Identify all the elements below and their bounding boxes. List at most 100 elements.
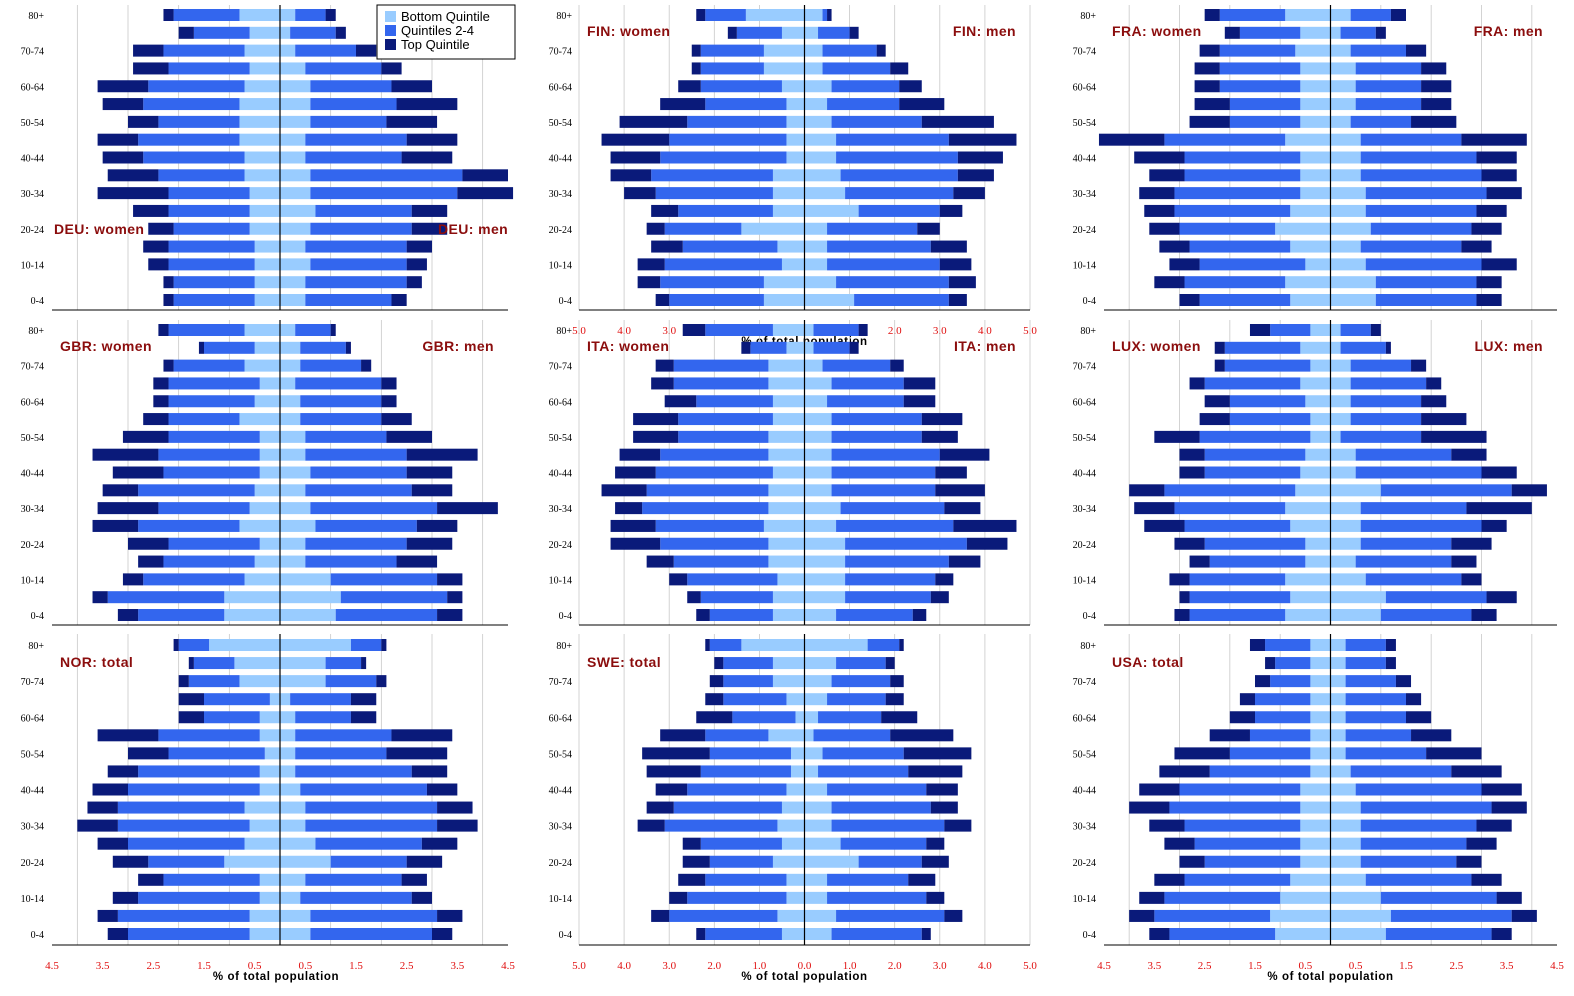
chart-ita-right-bar-top-quintile: [903, 395, 936, 408]
chart-lux-left-bar-quintiles-2-4: [1204, 466, 1301, 479]
chart-nor-left-bar-quintiles-2-4: [204, 693, 270, 706]
chart-swe-right-bar-bottom-quintile: [804, 639, 868, 651]
chart-deu-men-title: DEU: men: [438, 221, 508, 237]
chart-deu-left-bar-quintiles-2-4: [168, 62, 250, 75]
chart-usa-left-bar-quintiles-2-4: [1209, 765, 1311, 778]
chart-nor-right-bar-bottom-quintile: [280, 657, 326, 670]
chart-lux-left-bar-top-quintile: [1144, 519, 1185, 532]
chart-nor-left-bar-top-quintile: [178, 675, 189, 688]
chart-fin-left-bar-bottom-quintile: [745, 9, 805, 21]
chart-deu-right-bar-top-quintile: [411, 204, 448, 217]
chart-lux-left-bar-quintiles-2-4: [1204, 448, 1306, 461]
chart-fin-left-bar-quintiles-2-4: [669, 294, 764, 306]
chart-lux-left-bar-top-quintile: [1179, 448, 1205, 461]
chart-nor-right-bar-top-quintile: [401, 873, 427, 886]
chart-ita-right-bar-top-quintile: [935, 466, 967, 479]
chart-fin-left-bar-bottom-quintile: [763, 44, 805, 57]
chart-lux-left-bar-quintiles-2-4: [1229, 395, 1306, 408]
chart-fin-left-bar-bottom-quintile: [772, 169, 805, 182]
chart-fra-right-bar-top-quintile: [1461, 133, 1527, 146]
chart-fin-left-bar-top-quintile: [651, 240, 683, 253]
chart-ita-left-bar-top-quintile: [669, 573, 688, 586]
chart-ita-left-bar-bottom-quintile: [768, 484, 805, 497]
chart-usa-age-tick-label: 30-34: [1073, 822, 1096, 833]
chart-fin-left-bar-top-quintile: [660, 98, 706, 111]
chart-usa-left-bar-quintiles-2-4: [1249, 729, 1311, 742]
chart-swe-left-bar-bottom-quintile: [777, 819, 805, 832]
chart-lux-right-bar-top-quintile: [1451, 448, 1487, 461]
chart-gbr-left-bar-quintiles-2-4: [138, 519, 240, 532]
chart-gbr-left-bar-bottom-quintile: [244, 573, 280, 586]
chart-usa-right-bar-bottom-quintile: [1330, 837, 1361, 850]
chart-ita-age-tick-label: 30-34: [549, 504, 572, 515]
chart-fin-right-bar-quintiles-2-4: [827, 240, 931, 253]
chart-nor-age-tick-label: 0-4: [31, 930, 44, 941]
chart-lux-left-bar-bottom-quintile: [1285, 609, 1331, 621]
chart-swe-right-bar-top-quintile: [926, 837, 945, 850]
chart-usa-left-bar-bottom-quintile: [1280, 891, 1331, 904]
chart-gbr-left-bar-bottom-quintile: [239, 519, 280, 532]
chart-ita-left-bar-quintiles-2-4: [696, 395, 773, 408]
chart-lux-right-bar-quintiles-2-4: [1360, 502, 1467, 515]
chart-nor-x-tick-label: 2.5: [146, 960, 160, 972]
chart-usa-left-bar-top-quintile: [1174, 747, 1230, 760]
chart-swe-right-bar-bottom-quintile: [804, 747, 823, 760]
chart-lux-right-bar-bottom-quintile: [1330, 609, 1381, 621]
chart-fra-right-bar-quintiles-2-4: [1370, 222, 1472, 235]
chart-ita-left-bar-bottom-quintile: [772, 413, 805, 426]
chart-fin-age-tick-label: 20-24: [549, 225, 572, 236]
chart-fin-right-bar-quintiles-2-4: [854, 294, 949, 306]
chart-deu-right-bar-bottom-quintile: [280, 204, 316, 217]
chart-fra-right-bar-bottom-quintile: [1330, 26, 1341, 39]
chart-gbr-right-bar-top-quintile: [411, 484, 453, 497]
chart-swe-right-bar-bottom-quintile: [804, 855, 859, 868]
chart-fin-right-bar-top-quintile: [957, 151, 1003, 164]
chart-deu-right-bar-quintiles-2-4: [305, 151, 402, 164]
chart-usa-left-bar-top-quintile: [1139, 783, 1180, 796]
chart-lux-right-bar-bottom-quintile: [1330, 359, 1351, 372]
chart-nor-age-tick-label: 70-74: [21, 677, 44, 688]
chart-gbr-left-bar-bottom-quintile: [244, 359, 280, 372]
chart-gbr-left-bar-quintiles-2-4: [168, 395, 255, 408]
chart-lux-age-tick-label: 80+: [1080, 326, 1096, 337]
chart-gbr-left-bar-top-quintile: [112, 466, 164, 479]
chart-lux-right-bar-top-quintile: [1481, 466, 1517, 479]
chart-lux-left-bar-bottom-quintile: [1290, 519, 1331, 532]
chart-swe-left-bar-quintiles-2-4: [705, 928, 782, 940]
chart-fra-left-bar-bottom-quintile: [1295, 44, 1331, 57]
chart-fin-left-bar-top-quintile: [624, 187, 656, 200]
chart-swe-left-bar-top-quintile: [705, 693, 724, 706]
chart-deu-right-bar-top-quintile: [391, 80, 432, 93]
chart-fin-left-bar-bottom-quintile: [741, 222, 805, 235]
chart-deu-right-bar-bottom-quintile: [280, 80, 311, 93]
chart-fra-right-bar-bottom-quintile: [1330, 133, 1361, 146]
chart-nor-x-tick-label: 1.5: [197, 960, 211, 972]
chart-gbr-right-bar-bottom-quintile: [280, 359, 301, 372]
chart-deu-left-bar-quintiles-2-4: [163, 44, 245, 57]
chart-deu-left-bar-quintiles-2-4: [143, 151, 245, 164]
chart-fra-left-bar-bottom-quintile: [1285, 276, 1331, 289]
chart-fra-right-bar-top-quintile: [1461, 240, 1492, 253]
chart-ita-left-bar-quintiles-2-4: [642, 502, 769, 515]
chart-deu-right-bar-bottom-quintile: [280, 169, 311, 182]
chart-nor-left-bar-top-quintile: [178, 693, 204, 706]
chart-nor-left-bar-bottom-quintile: [264, 747, 280, 760]
chart-nor-right-bar-bottom-quintile: [280, 928, 311, 940]
chart-swe-right-bar-quintiles-2-4: [840, 837, 927, 850]
chart-fra-left-bar-bottom-quintile: [1300, 26, 1331, 39]
chart-nor-right-bar-quintiles-2-4: [305, 819, 438, 832]
chart-ita-left-bar-top-quintile: [601, 484, 647, 497]
chart-fra-women-title: FRA: women: [1112, 23, 1202, 39]
chart-gbr-right-bar-top-quintile: [437, 502, 498, 515]
chart-swe-right-bar-top-quintile: [944, 909, 963, 922]
chart-fra-left-bar-quintiles-2-4: [1199, 294, 1291, 306]
chart-gbr-left-bar-bottom-quintile: [239, 413, 280, 426]
chart-swe-left-bar-bottom-quintile: [772, 675, 805, 688]
chart-gbr-right-bar-bottom-quintile: [280, 377, 296, 390]
chart-fra-left-bar-quintiles-2-4: [1184, 276, 1286, 289]
chart-nor-right-bar-bottom-quintile: [280, 765, 296, 778]
chart-deu-left-bar-top-quintile: [97, 133, 139, 146]
chart-ita-right-bar-top-quintile: [953, 519, 1017, 532]
chart-gbr-right-bar-quintiles-2-4: [330, 573, 438, 586]
chart-gbr-right-bar-top-quintile: [406, 448, 478, 461]
